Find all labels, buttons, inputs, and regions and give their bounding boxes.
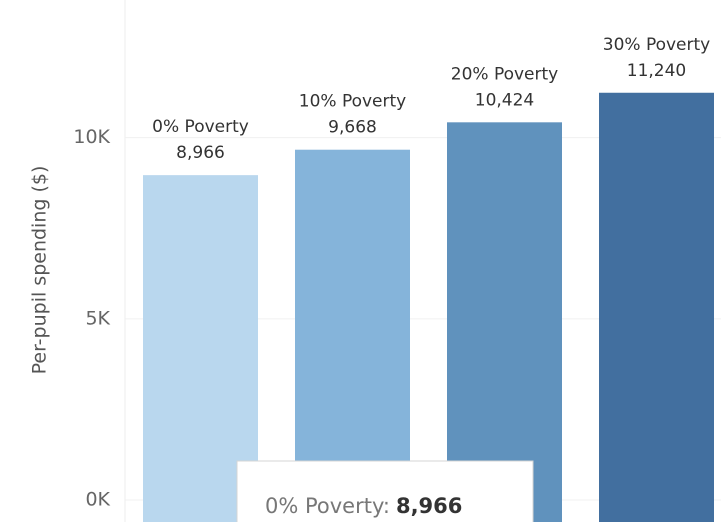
bar bbox=[447, 122, 562, 522]
y-tick-label: 0K bbox=[85, 489, 110, 511]
bar bbox=[599, 92, 714, 522]
y-axis-label: Per-pupil spending ($) bbox=[29, 166, 51, 375]
value-label: 11,240 bbox=[627, 61, 686, 81]
category-label: 20% Poverty bbox=[451, 64, 558, 84]
category-label: 0% Poverty bbox=[152, 117, 249, 137]
y-tick-label: 10K bbox=[73, 126, 110, 148]
tooltip-label: 0% Poverty: bbox=[265, 494, 390, 518]
value-label: 9,668 bbox=[328, 118, 377, 138]
bar bbox=[295, 149, 410, 522]
tooltip-text: 0% Poverty: 8,966 bbox=[265, 494, 462, 518]
category-label: 10% Poverty bbox=[299, 92, 406, 112]
value-label: 10,424 bbox=[475, 90, 534, 110]
category-label: 30% Poverty bbox=[603, 35, 710, 55]
tooltip-value: 8,966 bbox=[396, 494, 462, 518]
value-label: 8,966 bbox=[176, 143, 225, 163]
tooltip-box bbox=[236, 460, 534, 526]
y-tick-label: 5K bbox=[85, 307, 110, 329]
